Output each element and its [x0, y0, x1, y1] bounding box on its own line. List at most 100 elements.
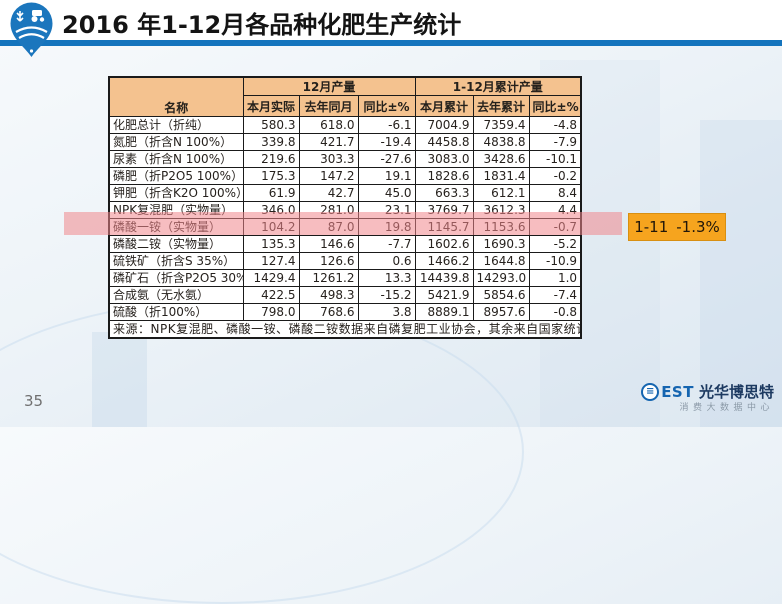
table-row: 尿素（折含N 100%） 219.6 303.3 -27.6 3083.0 34… [108, 150, 582, 168]
cell-value: 219.6 [242, 150, 300, 168]
cell-value: -7.4 [528, 286, 582, 304]
row-label: 磷酸一铵（实物量） [108, 218, 244, 236]
row-label: 硫酸（折100%） [108, 303, 244, 321]
page-number: 35 [24, 392, 44, 410]
cell-value: 14293.0 [472, 269, 530, 287]
cell-value: 175.3 [242, 167, 300, 185]
cell-value: 1828.6 [414, 167, 474, 185]
cell-value: 580.3 [242, 116, 300, 134]
table-source-row: 来源：NPK复混肥、磷酸一铵、磷酸二铵数据来自磷复肥工业协会，其余来自国家统计局 [108, 320, 582, 339]
row-label: 尿素（折含N 100%） [108, 150, 244, 168]
background-building-shape [700, 120, 782, 427]
cell-value: 4458.8 [414, 133, 474, 151]
cell-value: 3428.6 [472, 150, 530, 168]
brand-subtitle: 消费大数据中心 [679, 403, 774, 413]
cell-value: 4838.8 [472, 133, 530, 151]
cell-value: 346.0 [242, 201, 300, 219]
cell-value: 1644.8 [472, 252, 530, 270]
column-group-december: 12月产量 [242, 76, 416, 96]
cell-value: 13.3 [357, 269, 416, 287]
page-title: 2016 年1-12月各品种化肥生产统计 [62, 11, 462, 39]
background-arc-shape [0, 300, 524, 604]
column-header-last-year-cumulative: 去年累计 [472, 95, 530, 117]
cell-value: 339.8 [242, 133, 300, 151]
cell-value: -10.1 [528, 150, 582, 168]
column-group-cumulative: 1-12月累计产量 [414, 76, 582, 96]
cell-value: -0.2 [528, 167, 582, 185]
row-label: NPK复混肥（实物量） [108, 201, 244, 219]
badge-period: 1-11 [634, 218, 669, 236]
cell-value: 1690.3 [472, 235, 530, 253]
cell-value: -15.2 [357, 286, 416, 304]
cell-value: 104.2 [242, 218, 300, 236]
cell-value: 5854.6 [472, 286, 530, 304]
cell-value: 663.3 [414, 184, 474, 202]
cell-value: -7.7 [357, 235, 416, 253]
column-header-name: 名称 [108, 76, 244, 117]
fertilizer-production-table: 名称 12月产量 1-12月累计产量 本月实际 去年同月 同比±% 本月累计 去… [108, 76, 583, 339]
cell-value: 3083.0 [414, 150, 474, 168]
cell-value: 1153.6 [472, 218, 530, 236]
table-row: 钾肥（折含K2O 100%） 61.9 42.7 45.0 663.3 612.… [108, 184, 582, 202]
cell-value: 498.3 [298, 286, 359, 304]
company-pin-logo-icon [8, 1, 55, 62]
cell-value: 1429.4 [242, 269, 300, 287]
cell-value: -27.6 [357, 150, 416, 168]
cell-value: 4.4 [528, 201, 582, 219]
cell-value: 798.0 [242, 303, 300, 321]
cell-value: 19.8 [357, 218, 416, 236]
badge-value: -1.3% [676, 218, 720, 236]
table-row-npk-highlighted: NPK复混肥（实物量） 346.0 281.0 23.1 3769.7 3612… [108, 201, 582, 219]
table-row: 合成氨（无水氨） 422.5 498.3 -15.2 5421.9 5854.6… [108, 286, 582, 304]
best-logo-icon: ≡ [641, 383, 660, 401]
row-label: 钾肥（折含K2O 100%） [108, 184, 244, 202]
cell-value: 1145.7 [414, 218, 474, 236]
row-label: 磷矿石（折含P2O5 30%） [108, 269, 244, 287]
cell-value: 135.3 [242, 235, 300, 253]
title-underline [0, 40, 782, 46]
cell-value: 126.6 [298, 252, 359, 270]
cell-value: -6.1 [357, 116, 416, 134]
cell-value: 3612.3 [472, 201, 530, 219]
background-building-shape [92, 332, 147, 427]
cell-value: 14439.8 [414, 269, 474, 287]
cell-value: 19.1 [357, 167, 416, 185]
table-sub-header-row: 本月实际 去年同月 同比±% 本月累计 去年累计 同比±% [109, 95, 582, 117]
cell-value: 618.0 [298, 116, 359, 134]
table-row: 磷矿石（折含P2O5 30%） 1429.4 1261.2 13.3 14439… [108, 269, 582, 287]
column-header-month-cumulative: 本月累计 [414, 95, 474, 117]
row-label: 化肥总计（折纯） [108, 116, 244, 134]
title-bar [0, 0, 782, 40]
cell-value: 45.0 [357, 184, 416, 202]
cell-value: -10.9 [528, 252, 582, 270]
row-label: 磷酸二铵（实物量） [108, 235, 244, 253]
cell-value: 87.0 [298, 218, 359, 236]
cell-value: 612.1 [472, 184, 530, 202]
brand-est-text: EST [661, 382, 694, 401]
cell-value: -5.2 [528, 235, 582, 253]
table-row: 磷酸二铵（实物量） 135.3 146.6 -7.7 1602.6 1690.3… [108, 235, 582, 253]
cell-value: 421.7 [298, 133, 359, 151]
column-header-yoy-cumulative: 同比±% [528, 95, 582, 117]
cell-value: 0.6 [357, 252, 416, 270]
column-header-yoy: 同比±% [357, 95, 416, 117]
table-row: 硫铁矿（折含S 35%） 127.4 126.6 0.6 1466.2 1644… [108, 252, 582, 270]
cell-value: 1466.2 [414, 252, 474, 270]
column-header-month-actual: 本月实际 [242, 95, 300, 117]
row-label: 硫铁矿（折含S 35%） [108, 252, 244, 270]
table-row: 磷肥（折P2O5 100%） 175.3 147.2 19.1 1828.6 1… [108, 167, 582, 185]
cell-value: 1261.2 [298, 269, 359, 287]
cell-value: 281.0 [298, 201, 359, 219]
cell-value: 7359.4 [472, 116, 530, 134]
cell-value: -19.4 [357, 133, 416, 151]
cell-value: 5421.9 [414, 286, 474, 304]
cell-value: 422.5 [242, 286, 300, 304]
cell-value: 147.2 [298, 167, 359, 185]
table-group-header-row: 名称 12月产量 1-12月累计产量 [108, 76, 582, 117]
cell-value: 768.6 [298, 303, 359, 321]
cell-value: 8957.6 [472, 303, 530, 321]
cell-value: 1.0 [528, 269, 582, 287]
cell-value: -0.7 [528, 218, 582, 236]
cell-value: 23.1 [357, 201, 416, 219]
column-header-last-year-month: 去年同月 [298, 95, 359, 117]
